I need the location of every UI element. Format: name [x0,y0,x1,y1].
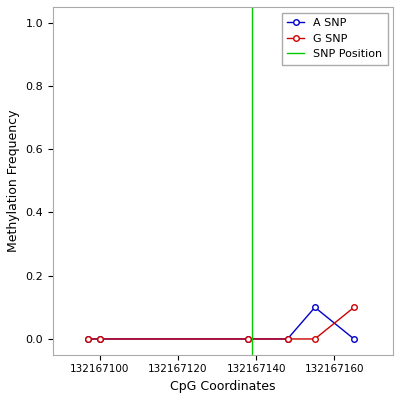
Y-axis label: Methylation Frequency: Methylation Frequency [7,110,20,252]
G SNP [352,305,356,310]
A SNP [98,336,102,341]
G SNP [312,336,317,341]
A SNP [246,336,251,341]
A SNP [312,305,317,310]
G SNP [98,336,102,341]
A SNP [285,336,290,341]
Line: G SNP: G SNP [85,304,357,342]
Line: A SNP: A SNP [85,304,357,342]
A SNP [86,336,90,341]
X-axis label: CpG Coordinates: CpG Coordinates [170,380,276,393]
A SNP [352,336,356,341]
G SNP [285,336,290,341]
G SNP [246,336,251,341]
Legend: A SNP, G SNP, SNP Position: A SNP, G SNP, SNP Position [282,12,388,65]
G SNP [86,336,90,341]
